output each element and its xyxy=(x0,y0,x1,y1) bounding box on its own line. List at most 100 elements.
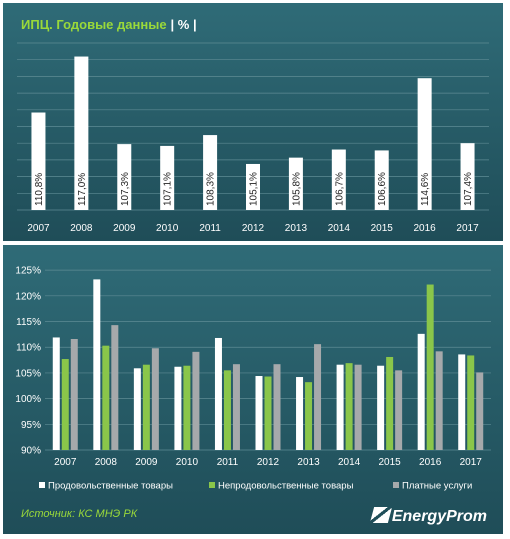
x-tick-label: 2007 xyxy=(27,223,50,234)
x-tick-label: 2011 xyxy=(217,457,239,468)
series-bar xyxy=(305,382,313,450)
cpi-bar xyxy=(74,56,89,210)
cpi-annual-chart: 110,8% 2007 117,0% 2008 107,3% 2009 107,1% 2010… xyxy=(17,42,489,234)
series-bar xyxy=(102,345,110,450)
x-tick-label: 2009 xyxy=(113,223,136,234)
series-bar xyxy=(435,351,443,450)
bar-value-label: 107,4% xyxy=(463,172,474,206)
series-bar xyxy=(395,370,403,450)
cpi-bar xyxy=(331,149,346,210)
x-tick-label: 2010 xyxy=(176,457,199,468)
bar-value-label: 117,0% xyxy=(77,173,88,206)
x-tick-label: 2007 xyxy=(54,457,77,468)
legend-swatch xyxy=(393,482,399,488)
series-bar xyxy=(61,359,69,450)
cpi-bar xyxy=(203,135,218,210)
bar-value-label: 107,1% xyxy=(163,172,174,206)
y-tick-label: 125% xyxy=(15,266,41,277)
unit-label: | % | xyxy=(170,17,197,32)
x-tick-label: 2016 xyxy=(419,457,442,468)
logo-mark-icon xyxy=(369,507,393,523)
x-tick-label: 2015 xyxy=(379,457,402,468)
series-bar xyxy=(345,363,353,450)
x-tick-label: 2014 xyxy=(338,457,361,468)
x-tick-label: 2011 xyxy=(199,223,221,234)
cpi-breakdown-chart: 125% 120% 115% 110% 105% 100% 95% 90% 2007 2008 20… xyxy=(15,266,491,492)
series-bar xyxy=(214,337,222,450)
x-tick-label: 2012 xyxy=(257,457,280,468)
series-bar xyxy=(142,364,150,450)
series-bar xyxy=(336,364,344,450)
x-tick-label: 2016 xyxy=(414,223,437,234)
series-bar xyxy=(232,364,240,450)
y-tick-label: 110% xyxy=(16,343,41,354)
series-bar xyxy=(458,354,466,450)
series-bar xyxy=(296,377,304,450)
legend-swatch xyxy=(209,482,215,488)
x-tick-label: 2013 xyxy=(285,223,308,234)
energyprom-logo: EnergyProm xyxy=(369,507,487,526)
series-bar xyxy=(273,364,281,450)
series-bar xyxy=(264,376,272,450)
x-tick-label: 2008 xyxy=(95,457,118,468)
legend-swatch xyxy=(39,482,45,488)
series-bar xyxy=(133,368,141,450)
logo-text: EnergyProm xyxy=(391,508,487,525)
x-tick-label: 2008 xyxy=(70,223,93,234)
chart-title: ИПЦ. Годовые данные | % | xyxy=(21,17,197,32)
x-tick-label: 2012 xyxy=(242,223,265,234)
series-bar xyxy=(255,376,263,450)
series-bar xyxy=(93,279,101,450)
cpi-bar xyxy=(374,150,389,210)
y-tick-label: 105% xyxy=(15,368,41,379)
bar-value-label: 106,7% xyxy=(334,172,345,206)
bar-value-label: 107,3% xyxy=(120,172,131,206)
series-bar xyxy=(467,355,475,450)
series-bar xyxy=(417,333,425,450)
series-bar xyxy=(314,344,322,450)
cpi-bar xyxy=(31,112,46,210)
series-bar xyxy=(476,372,484,450)
x-tick-label: 2013 xyxy=(297,457,320,468)
y-tick-label: 90% xyxy=(21,446,41,457)
x-tick-label: 2017 xyxy=(456,223,479,234)
bar-value-label: 105,8% xyxy=(291,172,302,206)
series-bar xyxy=(377,365,385,450)
series-bar xyxy=(386,356,394,450)
x-tick-label: 2017 xyxy=(460,457,483,468)
bar-value-label: 110,8% xyxy=(34,173,45,206)
series-bar xyxy=(52,337,60,450)
cpi-annual-panel: ИПЦ. Годовые данные | % | 110,8% 2007 117,0… xyxy=(3,3,503,241)
bar-value-label: 114,6% xyxy=(420,173,431,206)
cpi-breakdown-panel: 125% 120% 115% 110% 105% 100% 95% 90% 2007 2008 20… xyxy=(3,245,503,534)
series-bar xyxy=(174,366,182,450)
series-bar xyxy=(223,370,231,450)
legend-label: Продовольственные товары xyxy=(48,481,173,492)
y-tick-label: 100% xyxy=(15,394,41,405)
bar-value-label: 108,3% xyxy=(206,172,217,206)
cpi-bar xyxy=(417,78,432,210)
series-bar xyxy=(426,284,434,450)
cpi-bar xyxy=(460,143,475,210)
series-bar xyxy=(354,364,362,450)
y-tick-label: 115% xyxy=(16,317,41,328)
x-tick-label: 2014 xyxy=(328,223,351,234)
x-tick-label: 2009 xyxy=(135,457,158,468)
y-tick-label: 95% xyxy=(21,420,41,431)
y-tick-label: 120% xyxy=(15,291,41,302)
chart-title-text: ИПЦ. Годовые данные xyxy=(21,17,167,32)
cpi-bar xyxy=(246,163,260,210)
x-tick-label: 2010 xyxy=(156,223,179,234)
source-note: Источник: КС МНЭ РК xyxy=(21,508,138,520)
cpi-bar xyxy=(117,144,132,210)
bar-value-label: 106,6% xyxy=(377,172,388,206)
legend-label: Платные услуги xyxy=(402,481,472,492)
series-bar xyxy=(151,348,159,450)
bar-value-label: 105,1% xyxy=(249,172,260,206)
series-bar xyxy=(192,351,200,450)
x-tick-label: 2015 xyxy=(371,223,394,234)
series-bar xyxy=(183,365,191,450)
cpi-bar xyxy=(160,145,175,210)
series-bar xyxy=(70,339,78,450)
